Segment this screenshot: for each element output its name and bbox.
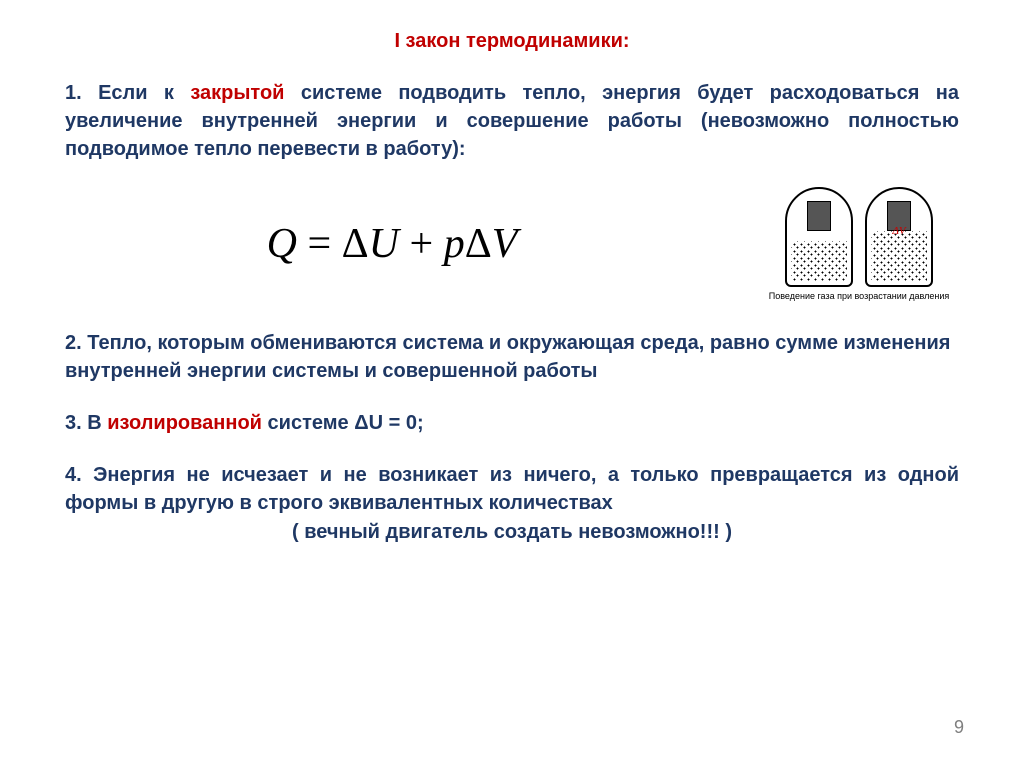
point-4-text: Энергия не исчезает и не возникает из ни…: [65, 464, 959, 514]
point-2-text: Тепло, которым обмениваются система и ок…: [65, 332, 950, 382]
point-4-note: ( вечный двигатель создать невозможно!!!…: [65, 521, 959, 544]
illustration: ΔV Поведение газа при возрастании давлен…: [759, 187, 959, 301]
formula-p: p: [444, 221, 465, 267]
point-3-before: В: [82, 412, 108, 434]
formula-plus: +: [399, 221, 444, 267]
formula-U: U: [369, 221, 399, 267]
point-1: 1. Если к закрытой системе подводить теп…: [65, 79, 959, 163]
formula-Q: Q: [267, 221, 297, 267]
point-3: 3. В изолированной системе ΔU = 0;: [65, 409, 959, 437]
illustration-caption: Поведение газа при возрастании давления: [769, 291, 949, 301]
formula-row: Q = ΔU + pΔV ΔV Поведение газа при возра…: [65, 187, 959, 301]
cylinder-pair: ΔV: [785, 187, 933, 287]
point-2: 2. Тепло, которым обмениваются система и…: [65, 329, 959, 385]
point-1-before: Если к: [98, 82, 190, 104]
gas-right: [871, 231, 927, 281]
slide-container: I закон термодинамики: 1. Если к закрыто…: [0, 0, 1024, 768]
piston-left: [807, 201, 831, 231]
formula: Q = ΔU + pΔV: [65, 220, 759, 268]
point-3-after: системе: [262, 412, 354, 434]
formula-delta2: Δ: [465, 221, 492, 267]
cylinder-right: ΔV: [865, 187, 933, 287]
formula-delta1: Δ: [342, 221, 369, 267]
point-3-highlight: изолированной: [107, 412, 262, 434]
point-4: 4. Энергия не исчезает и не возникает из…: [65, 461, 959, 517]
cylinder-left: [785, 187, 853, 287]
formula-eq: =: [297, 221, 342, 267]
gas-left: [791, 241, 847, 281]
point-2-num: 2.: [65, 332, 82, 354]
formula-V: V: [492, 221, 518, 267]
point-4-num: 4.: [65, 464, 82, 486]
point-1-num: 1.: [65, 82, 82, 104]
piston-right: [887, 201, 911, 231]
page-number: 9: [954, 717, 964, 738]
point-1-highlight: закрытой: [190, 82, 284, 104]
point-3-num: 3.: [65, 412, 82, 434]
point-3-eq: ΔU = 0;: [354, 412, 423, 434]
slide-title: I закон термодинамики:: [65, 30, 959, 53]
